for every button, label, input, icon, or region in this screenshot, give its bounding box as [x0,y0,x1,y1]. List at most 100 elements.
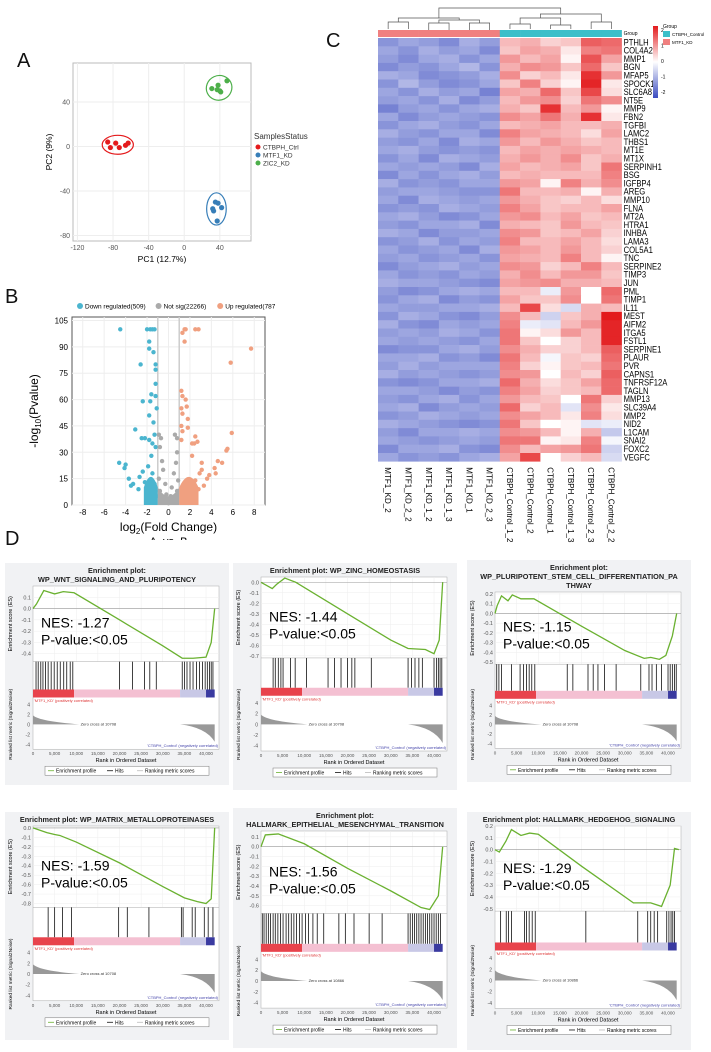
x-tick-label: 5,000 [49,751,61,756]
metric-axis-label: Ranked list metric (Signal2Noise) [8,938,14,1009]
legend-label: ZIC2_KD [263,161,290,168]
ranking-color-bar [74,689,181,698]
gsea-chart: 0.2 0.1 0.0 -0.1 -0.2 -0.3 -0.4 -0.5 NES: -1.15P… [470,591,682,775]
row-label: AREG [624,186,646,197]
zero-cross-label: Zero cross at 10708 [309,721,345,726]
heatmap-cell [540,419,561,429]
legend-label: Hits [343,1028,352,1034]
y-tick-label: -0.1 [22,618,31,624]
heatmap-cell [540,162,561,172]
heatmap-cell [459,353,480,362]
heatmap-cell [601,370,622,379]
ranking-color-bar [408,943,435,952]
data-point [163,481,168,487]
ranking-metric-positive [33,715,80,725]
pvalue-label: P-value:<0.05 [41,632,128,648]
heatmap-cell [520,195,541,205]
heatmap-cell [438,237,460,246]
heatmap-cell [560,436,582,445]
heatmap-cell [499,262,521,271]
legend-box [44,765,210,776]
heatmap-cell [520,411,541,421]
y-tick-label: -0.1 [22,835,31,841]
legend-label: Hits [343,771,352,777]
heatmap-cell [398,104,419,113]
legend-marker [217,303,224,309]
heatmap-cell [459,245,480,255]
heatmap-cell [459,38,480,47]
color-scale-tick: 2 [661,28,664,34]
heatmap-cell [378,311,399,321]
y-tick-label: 30 [59,448,68,457]
heatmap-cell [601,195,622,205]
heatmap-cell [459,137,480,147]
heatmap-cell [520,71,541,80]
legend-label: Up regulated(787) [225,304,275,311]
gsea-title-line: Enrichment plot: WP_MATRIX_METALLOPROTEI… [19,815,215,824]
heatmap-cell [520,303,541,313]
x-tick-label: 15,000 [319,753,333,758]
heatmap-cell [418,411,440,421]
heatmap-cell [378,170,399,180]
row-label: NT5E [624,95,644,106]
heatmap-cell [418,287,440,296]
heatmap-cell [499,145,521,155]
heatmap-cell [398,403,419,412]
heatmap-cell [581,212,602,221]
heatmap-cell [560,394,582,404]
heatmap-cell [459,187,480,196]
heatmap-cell [499,220,521,230]
heatmap-cell [459,121,480,130]
data-point [107,144,113,151]
metric-axis-label: Ranked list metric (Signal2Noise) [236,689,242,760]
nes-label: NES: -1.15 [503,619,572,635]
pvalue-label: P-value:<0.05 [269,880,356,896]
legend-label: Enrichment profile [518,768,559,774]
heatmap-cell [581,270,602,279]
heatmap-cell [581,220,602,230]
heatmap-cell [479,453,501,462]
ranking-color-bar [33,937,75,946]
plot-area [260,576,448,752]
heatmap-cell [499,361,521,371]
heatmap-cell [581,54,602,64]
x-tick-label: 40 [216,245,224,252]
x-tick-label: 30,000 [618,750,632,755]
heatmap-cell [560,129,582,138]
column-label: MTF1_KD_2 [383,467,392,513]
ranking-metric-positive [261,971,308,981]
heatmap-cell [499,303,521,313]
heatmap-cell [479,311,501,321]
row-label: CAPNS1 [624,369,655,380]
legend-box [44,1017,210,1028]
data-point [147,437,152,443]
heatmap-cell [378,253,399,263]
legend-label: Down regulated(509) [85,304,146,311]
row-label: MFAP5 [624,70,649,81]
heatmap-cell [601,320,622,329]
heatmap-cell [499,154,521,163]
positive-label: 'MTF1_KD' (positively correlated) [496,951,556,956]
point-cloud [143,476,199,505]
legend-marker [255,152,261,158]
heatmap-cell [520,237,541,246]
heatmap-cell [398,170,419,180]
heatmap-cell [540,112,561,122]
heatmap-cell [540,245,561,255]
heatmap-cell [479,38,501,47]
data-point [175,478,181,483]
heatmap-cell [560,320,582,329]
heatmap-cell [601,303,622,313]
row-label: TAGLN [624,385,649,396]
heatmap-cell [520,428,541,437]
heatmap-cell [459,370,480,379]
heatmap-cell [540,71,561,80]
x-tick-label: 20,000 [113,1003,127,1008]
heatmap-cell [581,38,602,47]
data-point [183,327,188,332]
row-label: L1CAM [624,427,650,438]
data-point [219,460,225,466]
data-point [113,140,119,146]
x-tick-label: 15,000 [319,1010,333,1015]
heatmap-cell [540,453,561,462]
